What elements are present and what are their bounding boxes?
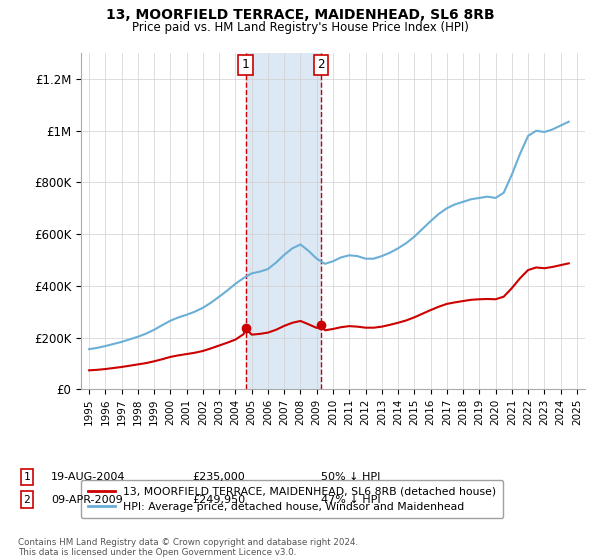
Text: 13, MOORFIELD TERRACE, MAIDENHEAD, SL6 8RB: 13, MOORFIELD TERRACE, MAIDENHEAD, SL6 8… — [106, 8, 494, 22]
Legend: 13, MOORFIELD TERRACE, MAIDENHEAD, SL6 8RB (detached house), HPI: Average price,: 13, MOORFIELD TERRACE, MAIDENHEAD, SL6 8… — [81, 480, 503, 519]
Text: 1: 1 — [23, 472, 31, 482]
Text: 2: 2 — [317, 58, 325, 71]
Text: £249,950: £249,950 — [192, 494, 245, 505]
Text: Price paid vs. HM Land Registry's House Price Index (HPI): Price paid vs. HM Land Registry's House … — [131, 21, 469, 34]
Text: Contains HM Land Registry data © Crown copyright and database right 2024.
This d: Contains HM Land Registry data © Crown c… — [18, 538, 358, 557]
Bar — [245, 53, 321, 389]
Text: 47% ↓ HPI: 47% ↓ HPI — [321, 494, 380, 505]
Text: 50% ↓ HPI: 50% ↓ HPI — [321, 472, 380, 482]
Text: 1: 1 — [242, 58, 250, 71]
Text: 09-APR-2009: 09-APR-2009 — [51, 494, 123, 505]
Text: £235,000: £235,000 — [192, 472, 245, 482]
Text: 19-AUG-2004: 19-AUG-2004 — [51, 472, 125, 482]
Text: 2: 2 — [23, 494, 31, 505]
